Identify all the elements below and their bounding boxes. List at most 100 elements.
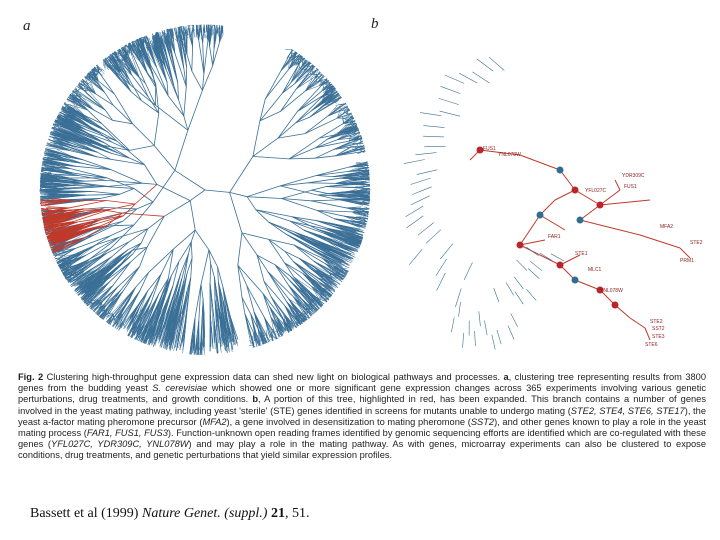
tree-leaf xyxy=(176,28,178,42)
tree-leaf xyxy=(282,319,286,332)
tree-branch xyxy=(152,73,156,87)
tree-leaf xyxy=(367,173,370,176)
tree-leaf xyxy=(351,123,357,127)
tree-leaf xyxy=(264,317,274,337)
tree-branch xyxy=(317,72,322,75)
tree-leaf xyxy=(105,58,112,69)
tree-leaf xyxy=(92,68,95,79)
tree-branch xyxy=(281,189,312,199)
tree-leaf xyxy=(113,314,115,321)
tree-leaf xyxy=(299,62,304,70)
tree-leaf xyxy=(126,51,140,79)
tree-branch xyxy=(86,132,112,143)
tree-branch xyxy=(293,244,314,262)
tree-branch xyxy=(216,25,219,27)
tree-leaf xyxy=(200,37,203,44)
tree-leaf xyxy=(260,331,263,335)
tree-leaf xyxy=(62,106,65,109)
tree-leaf xyxy=(57,257,61,261)
tree-leaf xyxy=(144,38,152,66)
tree-branch xyxy=(281,198,311,202)
tree-branch xyxy=(327,106,348,117)
tree-branch xyxy=(208,24,210,27)
tree-leaf xyxy=(244,313,252,345)
tree-leaf xyxy=(345,117,354,123)
tree-branch xyxy=(98,80,115,95)
tree-branch xyxy=(186,257,193,275)
tree-branch xyxy=(280,88,297,112)
tree-branch xyxy=(280,185,318,196)
tree-branch xyxy=(94,220,123,236)
tree-leaf xyxy=(96,65,101,70)
tree-branch xyxy=(319,123,344,139)
tree-leaf xyxy=(358,151,363,154)
tree-leaf xyxy=(311,98,328,112)
tree-leaf xyxy=(344,113,352,121)
tree-leaf xyxy=(338,272,345,277)
tree-leaf xyxy=(114,51,116,53)
tree-leaf xyxy=(321,257,343,268)
tree-leaf xyxy=(320,89,329,99)
tree-leaf xyxy=(277,328,279,333)
tree-leaf xyxy=(284,305,294,325)
tree-branch xyxy=(89,236,120,260)
tree-leaf xyxy=(80,86,85,91)
tree-leaf xyxy=(155,38,167,70)
tree-leaf xyxy=(324,263,341,271)
tree-leaf xyxy=(348,126,355,129)
tree-leaf xyxy=(294,54,300,59)
tree-leaf xyxy=(65,118,101,134)
tree-leaf xyxy=(200,299,204,344)
tree-leaf xyxy=(334,97,339,102)
tree-branch xyxy=(122,208,138,222)
tree-branch xyxy=(267,271,290,300)
tree-leaf xyxy=(282,319,291,323)
tree-leaf xyxy=(226,316,234,350)
tree-leaf xyxy=(187,25,190,34)
tree-leaf xyxy=(296,77,315,90)
tree-branch xyxy=(74,185,98,187)
tree-leaf xyxy=(288,298,299,318)
tree-leaf xyxy=(270,317,275,334)
tree-branch xyxy=(73,172,107,179)
tree-branch xyxy=(292,261,320,283)
tree-leaf xyxy=(112,53,114,62)
tree-branch xyxy=(274,264,289,286)
tree-leaf xyxy=(356,167,369,170)
tree-leaf xyxy=(351,145,364,149)
tree-branch xyxy=(212,41,220,66)
tree-leaf xyxy=(270,316,282,329)
tree-branch xyxy=(244,313,254,333)
tree-leaf xyxy=(98,70,103,73)
tree-leaf xyxy=(199,24,201,26)
tree-leaf xyxy=(320,80,324,85)
tree-branch xyxy=(241,297,246,314)
tree-leaf xyxy=(306,310,310,319)
tree-leaf xyxy=(218,282,233,350)
tree-leaf xyxy=(76,91,95,111)
tree-leaf xyxy=(327,241,346,251)
tree-leaf xyxy=(52,167,74,174)
tree-branch xyxy=(210,263,215,278)
tree-leaf xyxy=(290,66,301,83)
tree-leaf xyxy=(214,277,227,352)
tree-leaf xyxy=(46,198,101,202)
tree-branch xyxy=(110,224,135,236)
tree-leaf xyxy=(328,191,364,194)
tree-leaf xyxy=(198,320,200,351)
tree-branch xyxy=(85,193,120,196)
tree-leaf xyxy=(89,71,91,79)
tree-branch xyxy=(174,52,187,87)
tree-leaf xyxy=(89,71,92,76)
tree-leaf xyxy=(161,35,174,86)
tree-branch xyxy=(247,196,282,199)
tree-branch xyxy=(187,90,203,131)
tree-leaf xyxy=(342,267,348,269)
tree-leaf xyxy=(191,25,194,37)
tree-leaf xyxy=(299,258,332,285)
tree-leaf xyxy=(180,26,184,36)
tree-leaf xyxy=(86,80,93,85)
tree-leaf xyxy=(339,177,369,179)
tree-leaf xyxy=(294,71,307,84)
tree-leaf xyxy=(108,63,132,92)
